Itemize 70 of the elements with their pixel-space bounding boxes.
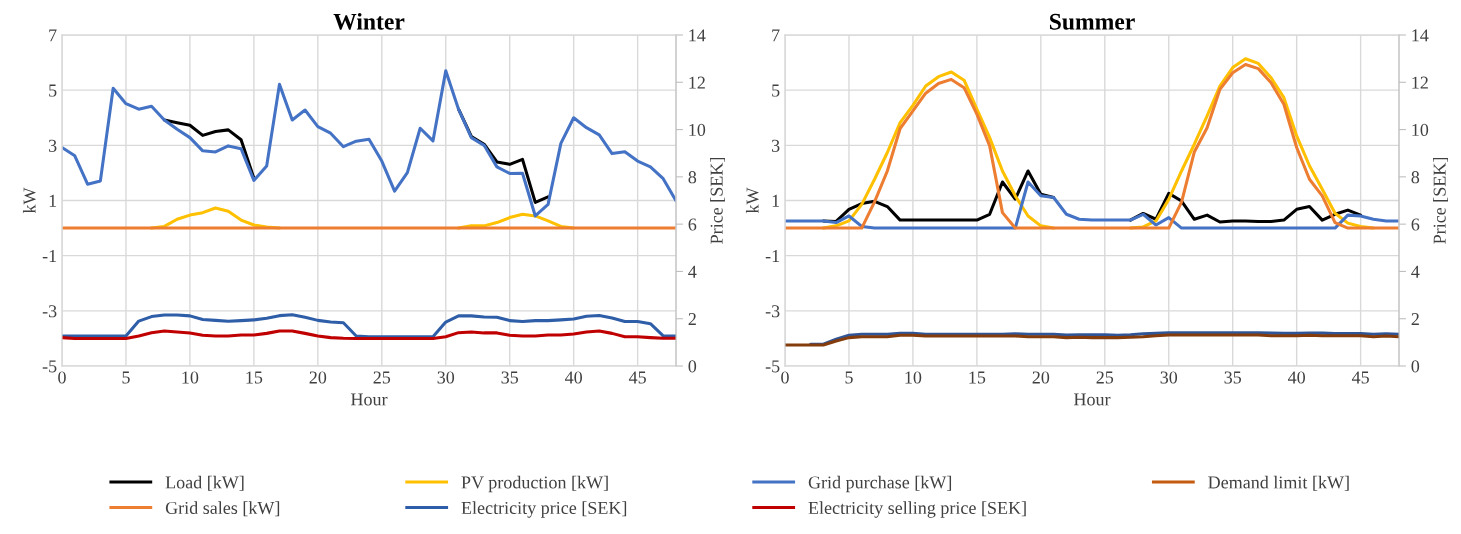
legend-label: Grid sales [kW]: [165, 501, 280, 517]
y-tick-label: -5: [42, 360, 57, 373]
y2-axis-title: Price [SEK]: [1433, 157, 1448, 244]
line-series: [785, 180, 1399, 230]
line-series: [62, 313, 676, 339]
x-tick-label: 35: [501, 371, 519, 384]
y2-tick-label: 6: [1411, 218, 1420, 231]
y-tick-label: 3: [48, 139, 57, 152]
chart-title: Summer: [1049, 13, 1135, 30]
x-tick-label: 15: [969, 371, 986, 384]
y2-tick-label: 8: [688, 171, 697, 184]
legend-label: Electricity selling price [SEK]: [808, 501, 1026, 518]
y-tick-label: -5: [765, 360, 780, 373]
y2-tick-label: 10: [1412, 123, 1429, 137]
y2-tick-label: 10: [689, 123, 706, 137]
y2-tick-label: 14: [689, 29, 706, 42]
y-tick-label: -3: [765, 305, 780, 318]
x-axis-title: Hour: [1073, 393, 1111, 406]
chart-title: Winter: [333, 13, 405, 30]
line-series: [785, 333, 1399, 347]
y2-tick-label: 6: [688, 218, 697, 231]
y2-axis-title: Price [SEK]: [710, 157, 725, 244]
x-tick-label: 20: [309, 371, 327, 384]
x-tick-label: 0: [781, 371, 789, 384]
y-axis-title: kW: [22, 187, 36, 214]
y2-tick-label: 2: [688, 313, 696, 325]
x-tick-label: 25: [373, 371, 391, 384]
x-tick-label: 10: [905, 371, 922, 384]
y-tick-label: -1: [42, 250, 57, 262]
line-series: [62, 329, 676, 341]
x-tick-label: 35: [1224, 371, 1242, 384]
x-tick-label: 10: [182, 371, 199, 384]
x-tick-label: 5: [845, 371, 853, 384]
legend-label: Grid purchase [kW]: [808, 475, 952, 493]
y2-tick-label: 12: [1412, 76, 1428, 89]
y2-tick-label: 12: [689, 76, 705, 89]
y-tick-label: 7: [49, 29, 57, 42]
line-series: [62, 69, 676, 218]
legend-label: PV production [kW]: [461, 475, 608, 493]
x-tick-label: 45: [628, 371, 646, 384]
x-tick-label: 30: [1160, 371, 1178, 384]
x-tick-label: 40: [1287, 371, 1306, 384]
x-axis-title: Hour: [350, 393, 388, 406]
x-tick-label: 40: [564, 371, 583, 384]
y-tick-label: 7: [772, 29, 780, 42]
y-tick-label: 5: [49, 84, 57, 97]
y-tick-label: -3: [42, 305, 57, 318]
x-tick-label: 5: [122, 371, 130, 384]
y2-tick-label: 8: [1411, 171, 1420, 184]
y-axis-title: kW: [745, 187, 759, 214]
legend-label: Load [kW]: [165, 475, 244, 491]
x-tick-label: 30: [437, 371, 455, 384]
y2-tick-label: 0: [1411, 360, 1420, 373]
x-tick-label: 20: [1032, 371, 1050, 384]
legend-label: Demand limit [kW]: [1208, 475, 1349, 491]
y-tick-label: 1: [49, 194, 57, 207]
y-tick-label: 3: [771, 139, 780, 152]
x-tick-label: 25: [1096, 371, 1114, 384]
x-tick-label: 0: [58, 371, 66, 384]
x-tick-label: 45: [1351, 371, 1369, 384]
legend-label: Electricity price [SEK]: [461, 501, 627, 518]
y2-tick-label: 4: [688, 265, 697, 278]
y2-tick-label: 0: [688, 360, 697, 373]
y2-tick-label: 2: [1411, 313, 1419, 325]
x-tick-label: 15: [246, 371, 263, 384]
y-tick-label: -1: [765, 250, 780, 262]
y-tick-label: 5: [772, 84, 780, 97]
y2-tick-label: 14: [1412, 29, 1429, 42]
y-tick-label: 1: [772, 194, 780, 207]
y2-tick-label: 4: [1411, 265, 1420, 278]
